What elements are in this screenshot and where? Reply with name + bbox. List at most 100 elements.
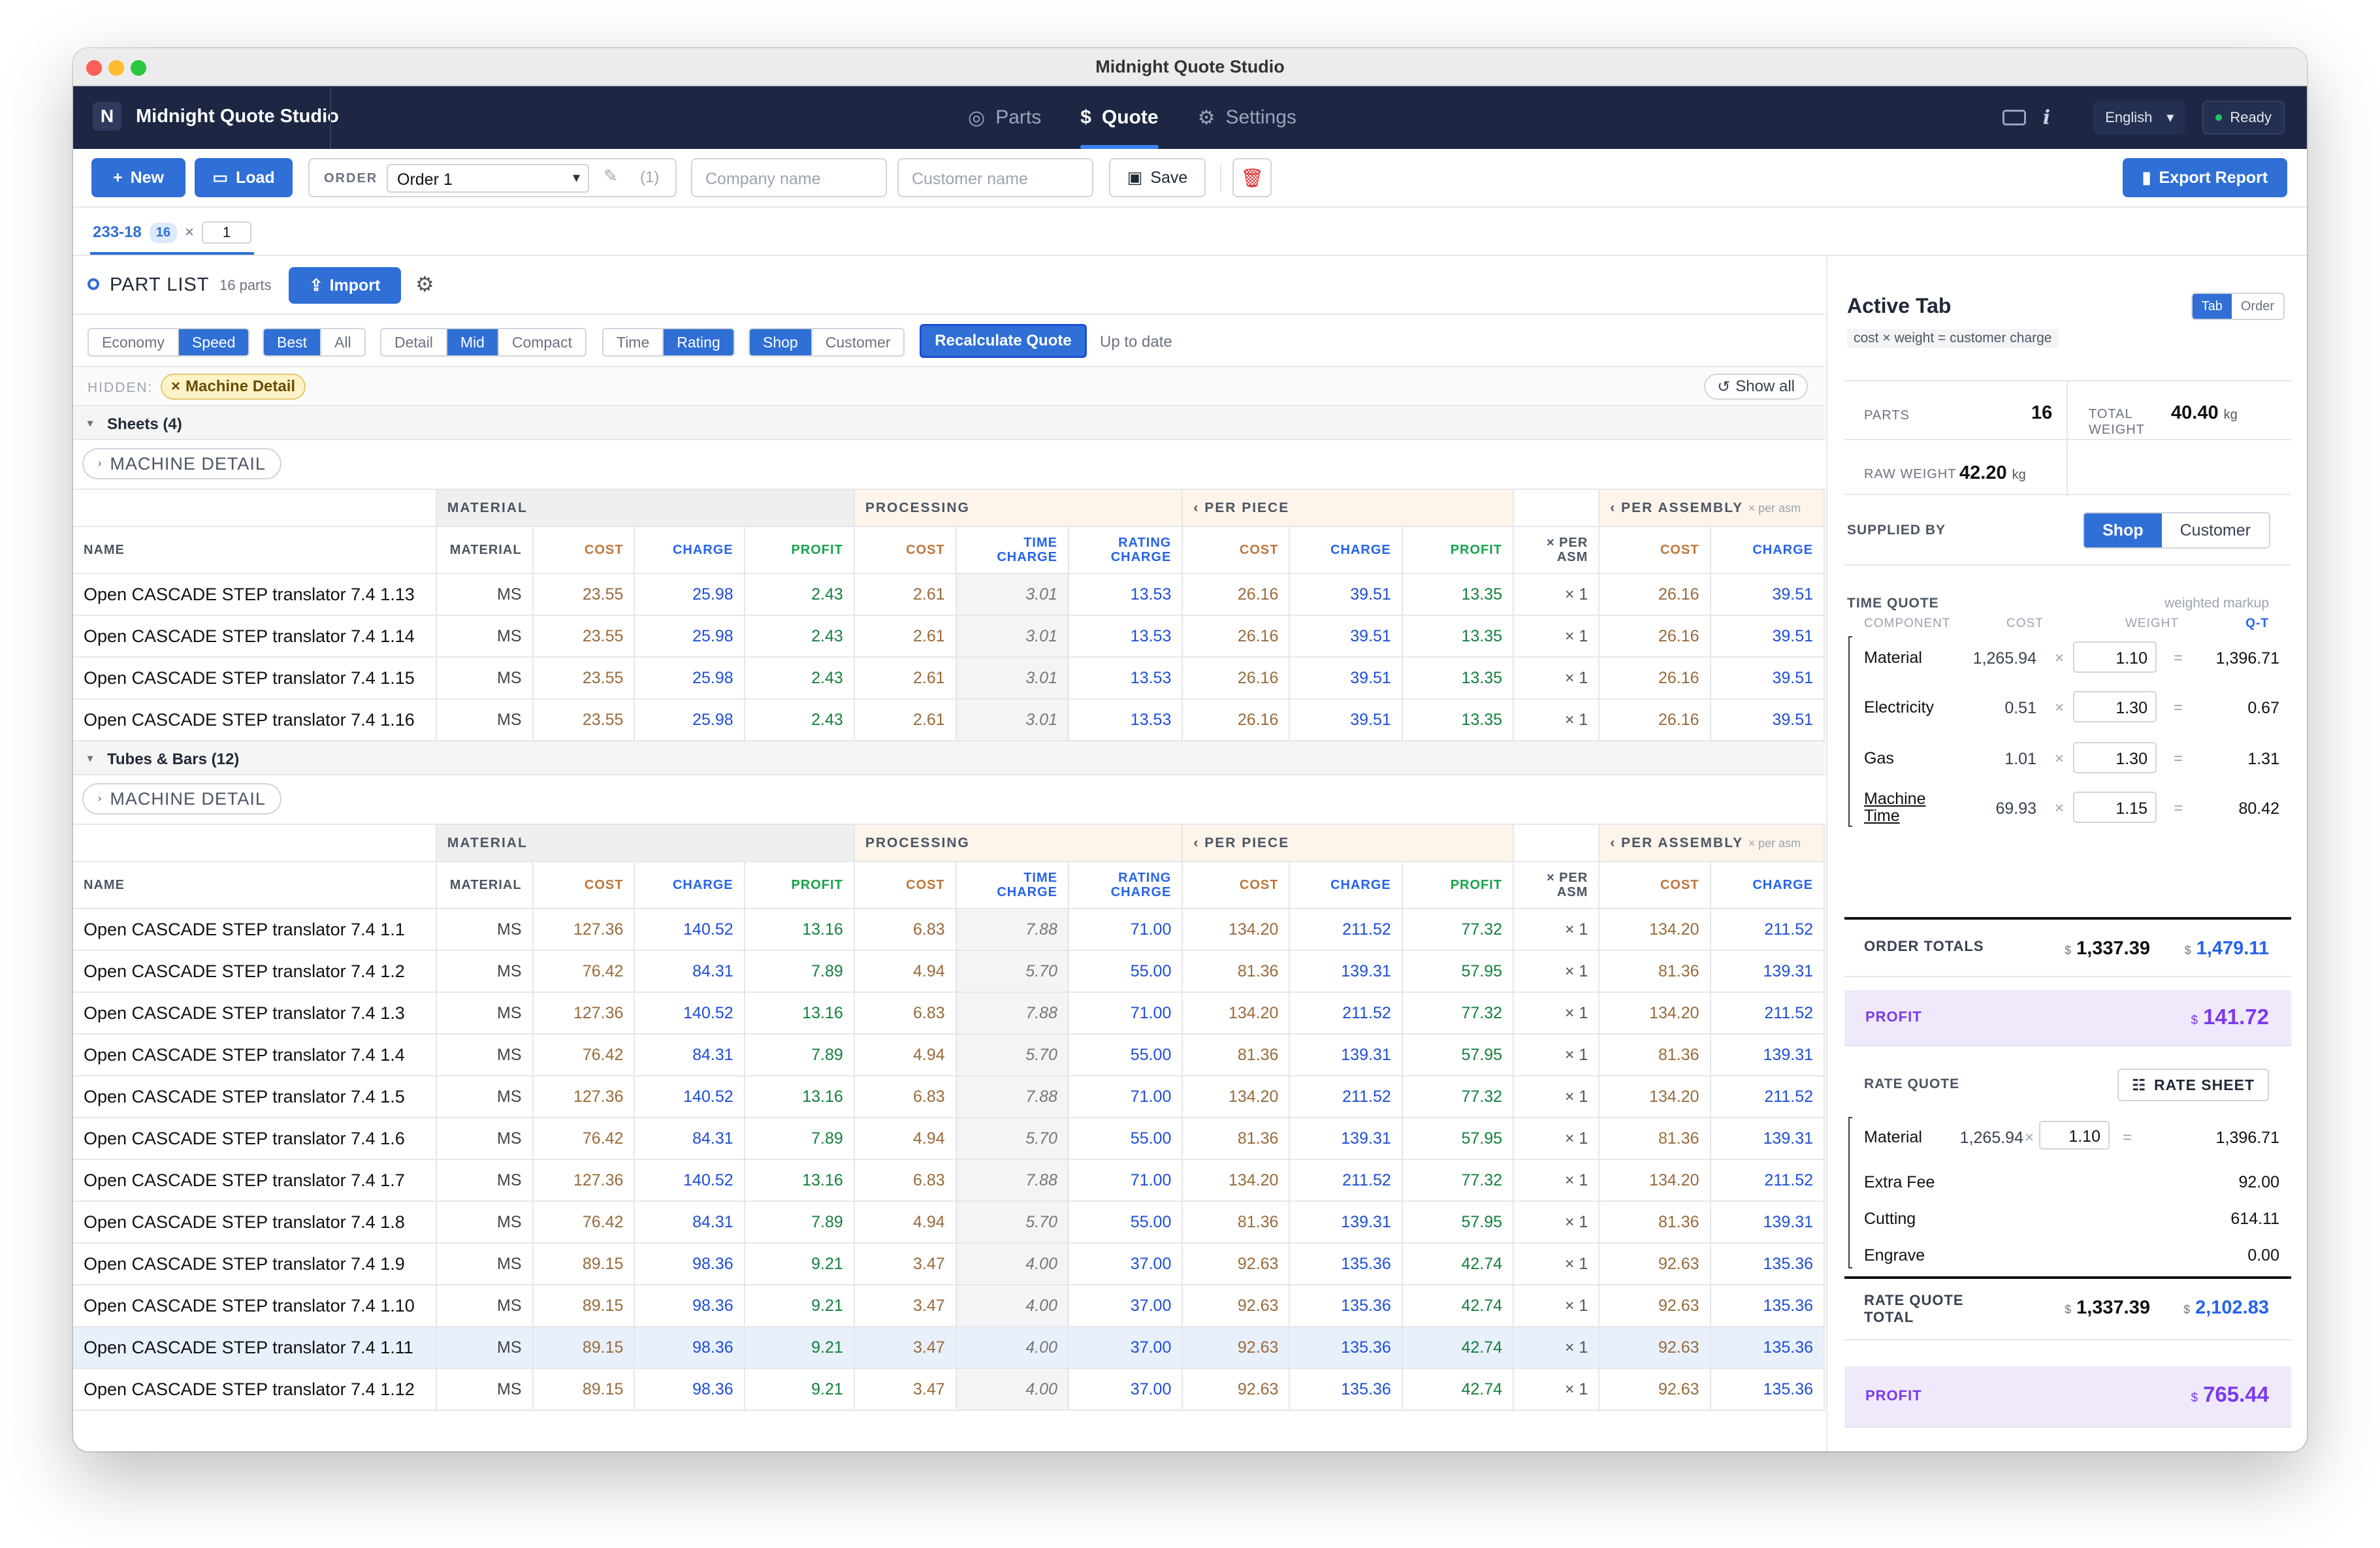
export-report-button[interactable]: ▮ Export Report: [2123, 158, 2287, 197]
col-header-per-asm[interactable]: × PER ASM: [1513, 526, 1600, 574]
info-icon[interactable]: i: [2042, 106, 2051, 129]
supplied-shop-option[interactable]: Shop: [2084, 513, 2162, 547]
col-header-piece-charge[interactable]: CHARGE: [1289, 526, 1403, 574]
table-row[interactable]: Open CASCADE STEP translator 7.4 1.15 MS 2…: [73, 657, 1825, 700]
compact-option[interactable]: Compact: [511, 333, 572, 351]
import-label: Import: [329, 276, 381, 295]
col-header-material-charge[interactable]: CHARGE: [634, 526, 745, 574]
table-row[interactable]: Open CASCADE STEP translator 7.4 1.6 MS 76…: [73, 1118, 1825, 1160]
quantity-input[interactable]: 1: [202, 221, 251, 244]
table-row[interactable]: Open CASCADE STEP translator 7.4 1.13 MS 2…: [73, 573, 1825, 616]
caret-down-icon: ▾: [88, 753, 93, 764]
col-header-material[interactable]: MATERIAL: [436, 526, 534, 574]
col-header-rating-charge[interactable]: RATING CHARGE: [1069, 526, 1183, 574]
tab-parts[interactable]: ◎ Parts: [948, 86, 1061, 149]
detail-option[interactable]: Detail: [381, 329, 447, 355]
order-tab-233-18[interactable]: 233-18 16 × 1: [90, 213, 254, 255]
col-header-processing-cost[interactable]: COST: [854, 862, 957, 909]
col-header-piece-charge[interactable]: CHARGE: [1289, 862, 1403, 909]
col-header-asm-charge[interactable]: CHARGE: [1710, 862, 1825, 909]
rate-sheet-button[interactable]: ☷ RATE SHEET: [2117, 1069, 2269, 1101]
language-select[interactable]: English ▾: [2093, 101, 2186, 135]
col-header-piece-profit[interactable]: PROFIT: [1402, 862, 1515, 909]
table-row[interactable]: Open CASCADE STEP translator 7.4 1.10 MS 8…: [73, 1285, 1825, 1327]
hidden-chip-machine-detail[interactable]: × Machine Detail: [161, 374, 306, 400]
minimize-window-button[interactable]: [108, 60, 124, 76]
tab-scope-option[interactable]: Tab: [2192, 294, 2232, 319]
table-row[interactable]: Open CASCADE STEP translator 7.4 1.16 MS 2…: [73, 699, 1825, 741]
tq-weight-input[interactable]: 1.30: [2073, 742, 2157, 773]
col-header-material-profit[interactable]: PROFIT: [744, 862, 855, 909]
table-row[interactable]: Open CASCADE STEP translator 7.4 1.9 MS 89…: [73, 1243, 1825, 1285]
raw-weight-label: RAW WEIGHT: [1864, 467, 1957, 481]
table-row[interactable]: Open CASCADE STEP translator 7.4 1.11 MS 8…: [73, 1327, 1825, 1369]
mid-option[interactable]: Mid: [447, 329, 499, 355]
table-row[interactable]: Open CASCADE STEP translator 7.4 1.2 MS 76…: [73, 950, 1825, 993]
group-header[interactable]: ▾ Sheets (4): [73, 406, 1825, 440]
rating-option[interactable]: Rating: [664, 329, 733, 355]
time-option[interactable]: Time: [603, 329, 664, 355]
best-option[interactable]: Best: [264, 329, 322, 355]
import-button[interactable]: ⇪ Import: [289, 267, 401, 304]
col-header-asm-cost[interactable]: COST: [1599, 862, 1711, 909]
load-button[interactable]: ▭ Load: [195, 158, 293, 197]
col-header-piece-cost[interactable]: COST: [1182, 862, 1291, 909]
machine-detail-toggle[interactable]: › MACHINE DETAIL: [82, 448, 281, 479]
delete-button[interactable]: 🗑: [1232, 158, 1272, 197]
table-row[interactable]: Open CASCADE STEP translator 7.4 1.7 MS 12…: [73, 1159, 1825, 1202]
show-all-button[interactable]: ↺ Show all: [1704, 374, 1808, 400]
close-icon[interactable]: ×: [171, 378, 181, 395]
order-scope-option[interactable]: Order: [2240, 298, 2274, 314]
close-window-button[interactable]: [86, 60, 102, 76]
col-header-piece-profit[interactable]: PROFIT: [1402, 526, 1515, 574]
col-header-asm-cost[interactable]: COST: [1599, 526, 1711, 574]
col-header-piece-cost[interactable]: COST: [1182, 526, 1291, 574]
machine-detail-toggle[interactable]: › MACHINE DETAIL: [82, 783, 281, 814]
order-select[interactable]: Order 1: [387, 164, 589, 193]
col-header-time-charge[interactable]: TIME CHARGE: [956, 862, 1070, 909]
col-header-name[interactable]: NAME: [73, 526, 437, 574]
table-row[interactable]: Open CASCADE STEP translator 7.4 1.5 MS 12…: [73, 1076, 1825, 1118]
col-header-material-cost[interactable]: COST: [532, 862, 635, 909]
zoom-window-button[interactable]: [131, 60, 146, 76]
table-row[interactable]: Open CASCADE STEP translator 7.4 1.4 MS 76…: [73, 1034, 1825, 1076]
company-name-input[interactable]: Company name: [691, 158, 887, 197]
save-button[interactable]: ▣ Save: [1109, 158, 1206, 197]
recalculate-quote-button[interactable]: Recalculate Quote: [920, 324, 1087, 358]
new-button[interactable]: + New: [91, 158, 185, 197]
customer-option[interactable]: Customer: [825, 333, 891, 351]
pencil-icon[interactable]: ✎: [603, 166, 618, 185]
table-row[interactable]: Open CASCADE STEP translator 7.4 1.14 MS 2…: [73, 615, 1825, 658]
speed-option[interactable]: Speed: [178, 329, 249, 355]
cell-time-charge: 3.01: [956, 573, 1070, 616]
tq-weight-input[interactable]: 1.30: [2073, 691, 2157, 722]
tq-weight-input[interactable]: 1.15: [2073, 792, 2157, 823]
shop-option[interactable]: Shop: [750, 329, 812, 355]
col-header-material[interactable]: MATERIAL: [436, 862, 534, 909]
col-header-rating-charge[interactable]: RATING CHARGE: [1069, 862, 1183, 909]
col-header-name[interactable]: NAME: [73, 862, 437, 909]
group-header[interactable]: ▾ Tubes & Bars (12): [73, 741, 1825, 775]
col-header-time-charge[interactable]: TIME CHARGE: [956, 526, 1070, 574]
supplied-customer-option[interactable]: Customer: [2179, 521, 2251, 540]
economy-option[interactable]: Economy: [89, 329, 179, 355]
table-row[interactable]: Open CASCADE STEP translator 7.4 1.3 MS 12…: [73, 992, 1825, 1035]
col-header-material-profit[interactable]: PROFIT: [744, 526, 855, 574]
customer-name-input[interactable]: Customer name: [897, 158, 1093, 197]
tab-settings[interactable]: ⚙ Settings: [1178, 86, 1316, 149]
table-row[interactable]: Open CASCADE STEP translator 7.4 1.1 MS 12…: [73, 909, 1825, 951]
table-row[interactable]: Open CASCADE STEP translator 7.4 1.8 MS 76…: [73, 1201, 1825, 1244]
col-header-asm-charge[interactable]: CHARGE: [1710, 526, 1825, 574]
col-header-material-cost[interactable]: COST: [532, 526, 635, 574]
tab-quote[interactable]: $ Quote: [1061, 86, 1178, 149]
keyboard-icon[interactable]: [2002, 110, 2026, 125]
cell-asm-cost: 92.63: [1599, 1368, 1711, 1411]
gear-icon[interactable]: ⚙: [415, 272, 434, 296]
col-header-material-charge[interactable]: CHARGE: [634, 862, 745, 909]
tq-weight-input[interactable]: 1.10: [2073, 641, 2157, 673]
all-option[interactable]: All: [334, 333, 351, 351]
table-row[interactable]: Open CASCADE STEP translator 7.4 1.12 MS 8…: [73, 1368, 1825, 1411]
rq-material-weight-input[interactable]: 1.10: [2039, 1121, 2110, 1150]
col-header-processing-cost[interactable]: COST: [854, 526, 957, 574]
col-header-per-asm[interactable]: × PER ASM: [1513, 862, 1600, 909]
